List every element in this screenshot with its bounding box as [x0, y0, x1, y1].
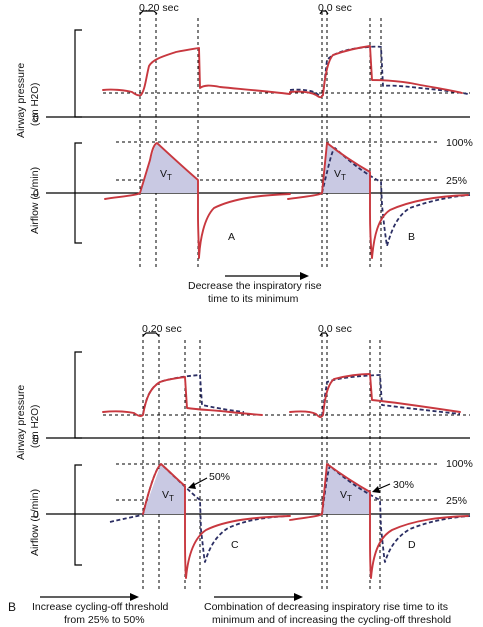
bottom-pressure-axis-bracket	[74, 351, 82, 439]
bottom-C-flow-curve	[142, 463, 291, 579]
bottom-risetime-D-mark	[319, 332, 329, 337]
top-B-vt-sub: T	[341, 173, 346, 182]
top-A-vt-label: V	[160, 168, 167, 180]
bottom-left-caption-arrowhead	[130, 593, 139, 601]
top-pressure-axis-bracket	[74, 29, 82, 118]
top-caption-line1: Decrease the inspiratory rise	[188, 280, 322, 292]
top-flow-axis-label: Airflow (L/min)	[29, 167, 41, 234]
bottom-risetime-D-label: 0.0 sec	[318, 323, 352, 335]
bottom-flow-axis-bracket	[74, 464, 82, 566]
bottom-C-flow-prev	[109, 463, 291, 563]
top-section: Airway pressure (cm H2O) Airflow (L/min)…	[15, 2, 473, 305]
bottom-left-caption-line1: Increase cycling-off threshold	[32, 601, 169, 613]
bottom-flow-zero: 0	[33, 509, 39, 521]
top-panel-B-label: B	[408, 231, 415, 243]
bottom-D-cycle-pointer-head	[372, 486, 380, 493]
bottom-risetime-C-mark	[142, 332, 160, 337]
bottom-pressure-zero: 0	[33, 433, 39, 445]
bottom-C-vt-label: V	[162, 489, 169, 501]
bottom-section: Airway pressure (cm H2O) Airflow (L/min)…	[8, 323, 473, 626]
bottom-D-pressure-prev	[321, 374, 461, 417]
top-B-pressure-prev	[289, 45, 469, 97]
bottom-C-pressure-curve	[102, 376, 263, 417]
bottom-left-caption-line2: from 25% to 50%	[64, 614, 145, 626]
bottom-right-caption-line1: Combination of decreasing inspiratory ri…	[204, 601, 448, 613]
top-caption-line2: time to its minimum	[208, 293, 299, 305]
figure-label: B	[8, 600, 16, 614]
top-B-vt-label: V	[334, 168, 341, 180]
top-25pct-label: 25%	[446, 175, 467, 187]
bottom-risetime-C-label: 0.20 sec	[142, 323, 182, 335]
bottom-right-caption-line2: minimum and of increasing the cycling-of…	[212, 614, 451, 626]
top-100pct-label: 100%	[446, 137, 473, 149]
top-A-flow-curve	[104, 142, 291, 259]
bottom-pressure-axis-label: Airway pressure	[15, 385, 27, 460]
top-pressure-axis-label: Airway pressure	[15, 63, 27, 138]
bottom-D-vt-sub: T	[347, 494, 352, 503]
bottom-right-caption-arrowhead	[294, 593, 303, 601]
bottom-D-flow-curve	[289, 463, 469, 579]
bottom-C-vt-sub: T	[169, 494, 174, 503]
bottom-C-cycle-pointer-head	[188, 482, 196, 489]
bottom-panel-C-label: C	[231, 539, 239, 551]
top-pressure-unit-label: (cm H2O)	[30, 83, 41, 126]
bottom-100pct-label: 100%	[446, 458, 473, 470]
top-A-pressure-curve	[102, 47, 291, 97]
top-A-vt-sub: T	[167, 173, 172, 182]
top-risetime-B-mark	[319, 10, 329, 15]
bottom-C-cycle-label: 50%	[209, 471, 230, 483]
top-risetime-A-mark	[139, 10, 158, 15]
bottom-flow-axis-label: Airflow (L/min)	[29, 489, 41, 556]
bottom-D-pressure-curve	[289, 373, 461, 419]
top-pressure-zero: 0	[33, 112, 39, 124]
top-risetime-B-label: 0.0 sec	[318, 2, 352, 14]
bottom-D-cycle-label: 30%	[393, 479, 414, 491]
top-B-pressure-curve	[289, 45, 463, 99]
top-flow-zero: 0	[33, 188, 39, 200]
bottom-panel-D-label: D	[408, 539, 416, 551]
top-panel-A-label: A	[228, 231, 235, 243]
top-risetime-A-label: 0.20 sec	[139, 2, 179, 14]
top-caption-arrowhead	[300, 272, 309, 280]
top-B-flow-curve	[287, 142, 469, 259]
bottom-D-vt-label: V	[340, 489, 347, 501]
bottom-D-vt-area	[322, 464, 370, 514]
bottom-pressure-unit-label: (cm H2O)	[30, 405, 41, 448]
top-A-vt-area	[140, 143, 198, 193]
bottom-25pct-label: 25%	[446, 495, 467, 507]
top-B-vt-area	[322, 143, 370, 193]
